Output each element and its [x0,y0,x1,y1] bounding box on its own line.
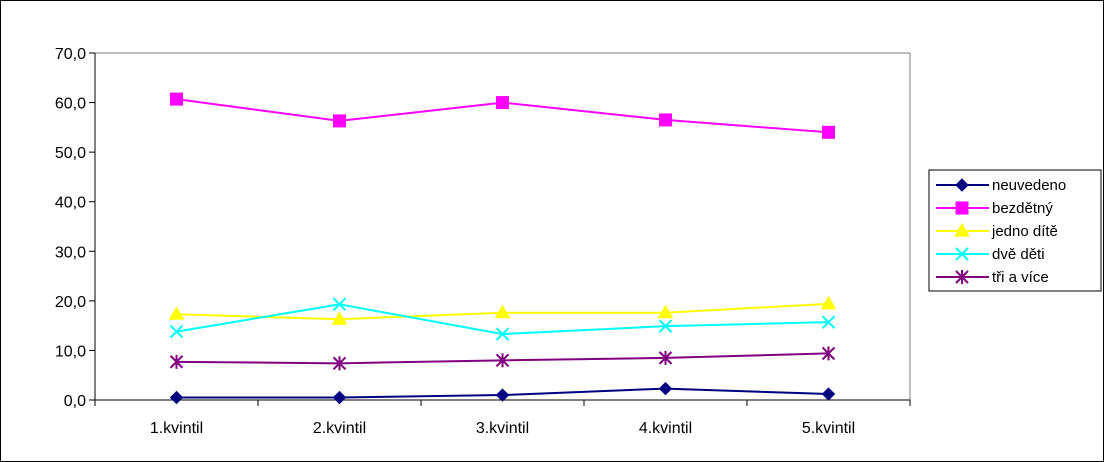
data-point [168,306,185,320]
x-axis: 1.kvintil 2.kvintil 3.kvintil 4.kvintil 5.kv… [94,399,911,437]
data-point [657,304,674,319]
data-point [495,327,510,341]
x-tick-label: 2.kvintil [313,420,366,437]
data-point [496,96,509,110]
data-point [494,304,511,319]
x-tick-label: 5.kvintil [802,420,855,437]
data-point [332,390,347,405]
legend-marker [955,201,969,215]
y-tick-label: 60,0 [55,96,86,113]
y-tick-label: 0,0 [64,393,86,410]
plot-area [94,52,911,401]
data-point [495,388,510,402]
legend-label: dvě děti [992,246,1045,263]
legend-item: tři a více [936,269,1049,286]
x-tick-label: 3.kvintil [476,420,529,437]
plot-area-border [94,52,911,401]
y-tick-label: 30,0 [55,244,86,261]
legend-item: neuvedeno [936,177,1066,194]
data-point [659,113,672,127]
y-tick-label: 70,0 [55,46,86,63]
series-1 [169,381,836,405]
series-2 [170,92,835,139]
data-point [169,324,184,339]
data-point [333,114,346,128]
data-point [331,311,348,325]
series-3 [168,295,837,325]
legend-marker [954,223,970,237]
data-point [170,92,183,106]
data-point [169,354,184,369]
legend-label: bezdětný [992,200,1053,217]
y-tick-label: 50,0 [55,145,86,162]
data-point [820,295,837,310]
legend-item: bezdětný [936,200,1053,217]
data-point [332,297,347,312]
legend-label: jedno dítě [991,223,1058,240]
series-5 [169,346,836,371]
data-point [658,319,673,333]
legend-item: jedno dítě [936,223,1058,240]
data-point [658,350,673,365]
legend-label: neuvedeno [992,177,1066,194]
data-point [495,353,510,368]
data-point [822,125,835,139]
data-point [332,356,347,371]
x-tick-label: 1.kvintil [150,420,203,437]
series-layer [168,92,837,405]
data-point [821,387,836,401]
legend-marker [955,178,969,192]
y-tick-label: 40,0 [55,195,86,212]
legend: neuvedeno bezdětný jedno dítě dvě děti tři a… [928,169,1102,292]
legend-item: dvě děti [936,246,1045,263]
y-tick-label: 10,0 [55,343,86,360]
x-tick-label: 4.kvintil [639,420,692,437]
y-tick-label: 20,0 [55,294,86,311]
legend-label: tři a více [992,269,1049,286]
y-axis: 0,0 10,0 20,0 30,0 40,0 50,0 60,0 70,0 [55,46,96,410]
data-point [821,346,836,361]
data-point [821,315,836,329]
data-point [169,390,184,405]
legend-marker [955,270,969,284]
series-4 [169,297,836,341]
data-point [658,381,673,396]
legend-marker [955,247,969,261]
